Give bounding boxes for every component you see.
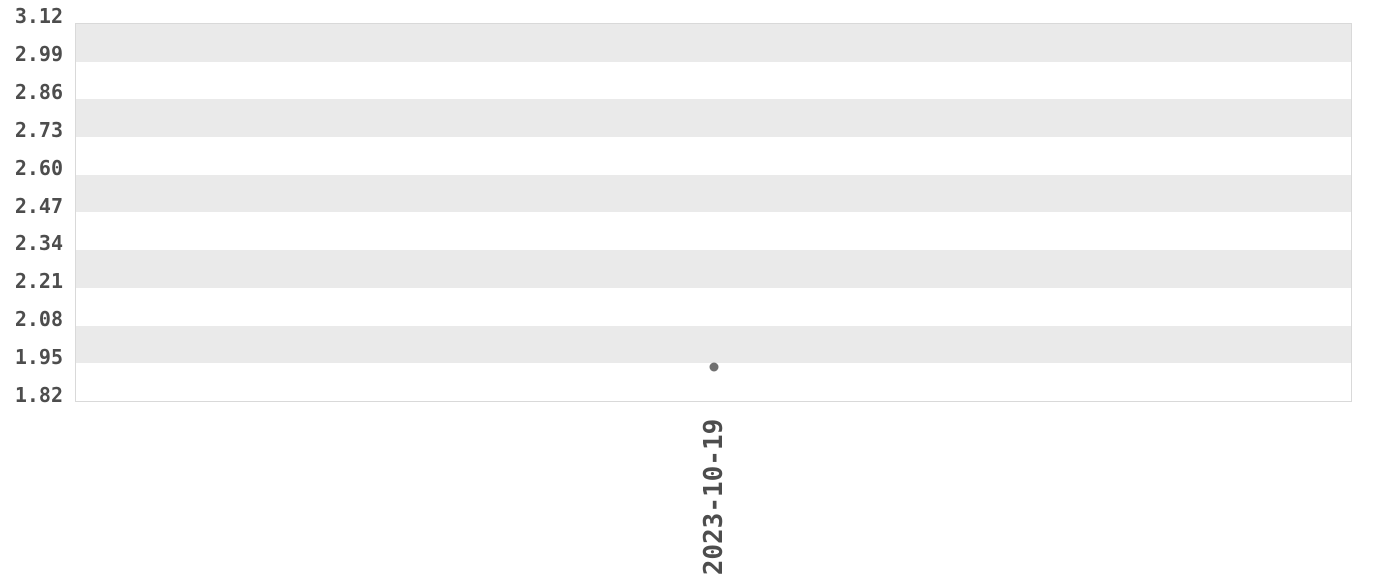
y-tick-label: 2.08 [14,307,63,332]
y-tick-label: 2.86 [14,79,63,104]
y-axis: 3.12 2.99 2.86 2.73 2.60 2.47 2.34 2.21 2.08 1.95… [0,0,63,420]
grid-band [76,325,1351,364]
x-tick-label: 2023-10-19 [698,418,729,576]
data-point[interactable] [709,362,718,372]
grid-band [76,212,1351,251]
y-tick-label: 3.12 [14,4,63,28]
y-tick-label: 1.82 [14,383,63,407]
grid-band [76,250,1351,288]
y-tick-label: 2.21 [14,269,63,294]
grid-band [76,99,1351,138]
grid-band [76,174,1351,213]
y-tick-label: 2.73 [14,117,63,142]
grid-band [76,24,1351,62]
y-tick-label: 1.95 [14,345,63,370]
grid-band [76,287,1351,326]
y-tick-label: 2.34 [14,231,63,256]
y-tick-label: 2.47 [14,193,63,218]
grid-band [76,137,1351,175]
plot-area [75,23,1352,402]
y-tick-label: 2.99 [14,41,63,66]
grid-band [76,61,1351,100]
y-tick-label: 2.60 [14,155,63,180]
